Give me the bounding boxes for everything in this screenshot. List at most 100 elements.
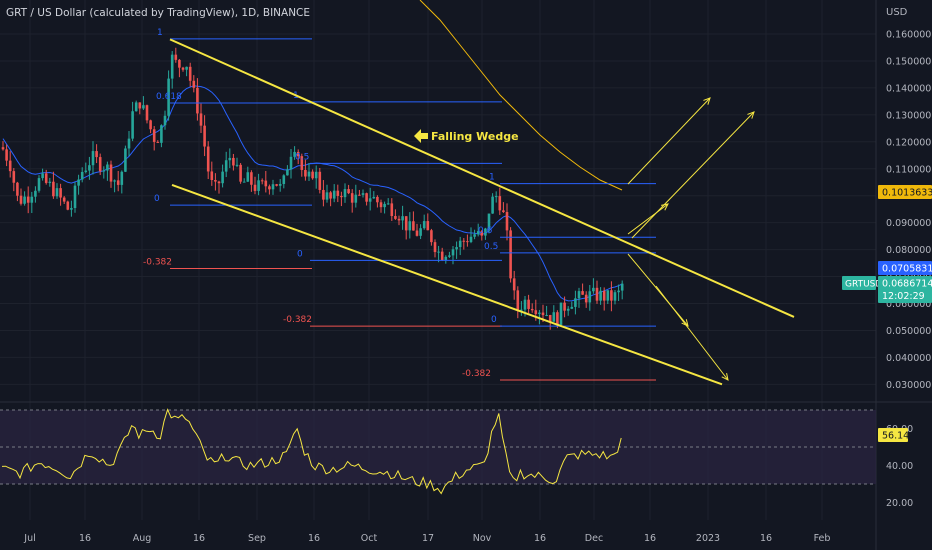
candle-body: [476, 231, 480, 235]
candle-body: [106, 164, 109, 171]
candle-body: [437, 251, 440, 253]
fib-level-label: 0.6: [478, 226, 493, 236]
candle-body: [502, 210, 505, 213]
time-tick-label: Feb: [814, 533, 831, 544]
falling-wedge-annotation[interactable]: Falling Wedge: [414, 129, 519, 143]
candle-body: [566, 308, 570, 311]
rsi-tick-label: 40.00: [886, 461, 913, 472]
price-tick-label: 0.09000000: [886, 218, 932, 229]
candle-body: [332, 190, 336, 199]
price-tick-label: 0.06000000: [886, 299, 932, 310]
candle-body: [325, 192, 329, 200]
price-tick-label: 0.11000000: [886, 164, 932, 175]
candle-body: [152, 129, 156, 142]
projection-arrow-line: [631, 111, 755, 239]
candle-body: [361, 193, 365, 195]
candle-body: [422, 221, 426, 229]
candle-body: [30, 196, 34, 203]
price-tick-label: 0.05000000: [886, 326, 932, 337]
price-tick-label: 0.16000000: [886, 30, 932, 41]
projection-arrows: [627, 97, 755, 381]
candle-body: [469, 236, 473, 243]
candle-body: [404, 216, 408, 231]
candle-body: [617, 290, 620, 293]
candle-body: [16, 182, 19, 196]
candle-body: [257, 180, 260, 191]
candle-body: [217, 181, 221, 184]
projection-arrow-head: [703, 97, 711, 105]
candle-body: [188, 66, 192, 81]
candlestick-series: [1, 47, 624, 330]
candle-body: [206, 146, 210, 172]
candle-body: [34, 190, 37, 197]
candle-body: [59, 188, 62, 198]
candle-body: [505, 212, 509, 231]
fib-level-label: 0.5: [484, 242, 498, 252]
candle-body: [383, 203, 386, 208]
candle-body: [80, 171, 84, 180]
candle-body: [613, 292, 617, 301]
ma-short-price-tag: 0.07058312: [878, 261, 932, 275]
candle-body: [19, 195, 23, 204]
candle-body: [149, 120, 152, 130]
candle-body: [8, 160, 12, 172]
price-tick-label: 0.13000000: [886, 110, 932, 121]
projection-arrow-head: [747, 111, 755, 119]
price-tick-label: 0.08000000: [886, 245, 932, 256]
candle-body: [520, 309, 523, 311]
time-tick-label: 16: [760, 533, 772, 544]
wedge-lower-line: [171, 183, 723, 386]
candle-body: [574, 298, 577, 307]
candle-body: [124, 148, 127, 172]
fib-level-label: -0.382: [462, 369, 491, 379]
candle-body: [527, 299, 530, 309]
candle-body: [415, 230, 419, 236]
candle-body: [602, 290, 606, 301]
candle-body: [606, 290, 610, 301]
candle-body: [530, 308, 534, 311]
candle-body: [444, 256, 448, 261]
candle-body: [307, 171, 311, 177]
candle-body: [185, 66, 188, 70]
candle-body: [599, 290, 602, 301]
candle-body: [512, 278, 516, 291]
wedge-upper-line: [169, 38, 795, 318]
candle-body: [109, 164, 113, 182]
time-tick-label: Dec: [585, 533, 603, 544]
candle-body: [365, 193, 368, 202]
time-tick-label: Oct: [361, 533, 378, 544]
candle-body: [595, 287, 599, 301]
candle-body: [127, 138, 131, 149]
candle-body: [116, 180, 120, 185]
candle-body: [559, 302, 563, 325]
candle-body: [253, 184, 257, 191]
price-tick-label: 0.12000000: [886, 137, 932, 148]
candle-body: [228, 157, 232, 161]
candle-body: [390, 203, 394, 217]
candle-body: [570, 306, 574, 309]
fib-level-label: -0.382: [283, 315, 312, 325]
candle-body: [55, 188, 59, 197]
rsi-line: [1, 408, 622, 495]
candle-body: [581, 291, 584, 295]
candle-body: [376, 196, 379, 203]
candle-body: [458, 240, 462, 248]
candle-body: [5, 149, 8, 161]
candle-body: [484, 228, 487, 236]
candle-body: [282, 175, 286, 184]
candle-body: [358, 194, 361, 196]
rsi-indicator: [1, 408, 622, 495]
candle-body: [260, 180, 264, 182]
candle-body: [271, 184, 275, 190]
candle-body: [473, 234, 476, 237]
candle-body: [498, 196, 502, 211]
candle-body: [408, 221, 412, 231]
candle-body: [487, 213, 491, 229]
candle-body: [250, 172, 253, 185]
candle-body: [455, 247, 458, 250]
candle-body: [340, 195, 343, 198]
time-tick-label: 17: [422, 533, 434, 544]
candle-body: [210, 171, 214, 181]
projection-arrow-head: [661, 203, 669, 211]
